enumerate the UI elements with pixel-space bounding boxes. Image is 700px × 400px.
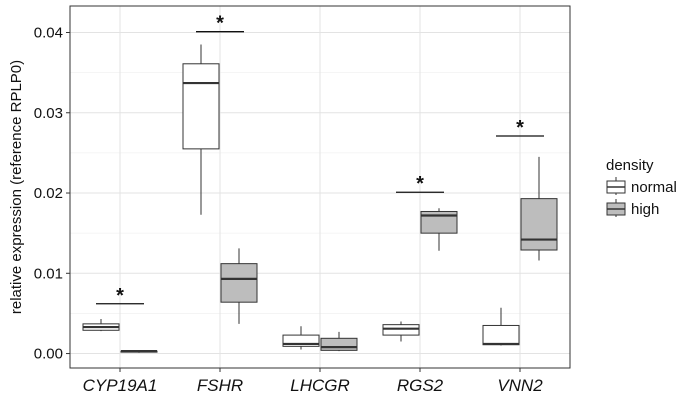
box-VNN2-normal [482,307,520,346]
box-FSHR-normal [182,44,220,215]
legend-label: normal [631,179,677,196]
y-axis: 0.00 0.01 0.02 0.03 0.04 [34,24,70,363]
significance-annotations: * * * * [96,13,544,307]
y-tick-label: 0.03 [34,105,63,122]
legend: density normal high [606,157,677,218]
legend-items: normal high [606,177,677,218]
box-body [282,334,320,347]
y-tick-label: 0.00 [34,346,63,363]
box-RGS2-normal [382,321,420,342]
x-tick-label: RGS2 [397,376,444,395]
significance-star: * [116,285,124,307]
significance-star: * [416,173,424,195]
box-VNN2-high [520,156,558,261]
box-CYP19A1-normal [82,319,120,332]
x-tick-label: VNN2 [497,376,543,395]
box-body [420,210,458,234]
legend-label: high [631,201,659,218]
box-LHCGR-normal [282,326,320,350]
box-RGS2-high [420,208,458,251]
box-body [382,324,420,336]
significance-star: * [216,13,224,35]
boxes [82,44,558,353]
legend-item-normal: normal [606,177,677,196]
x-axis: CYP19A1 FSHR LHCGR RGS2 VNN2 [83,368,543,395]
significance-star: * [516,117,524,139]
y-tick-label: 0.04 [34,24,63,41]
box-body [482,324,520,346]
box-body [220,263,258,303]
legend-title: density [606,157,654,174]
y-axis-title: relative expression (reference RPLP0) [8,60,25,314]
y-tick-label: 0.01 [34,265,63,282]
x-tick-label: LHCGR [290,376,350,395]
box-CYP19A1-high [120,350,158,353]
x-tick-label: CYP19A1 [83,376,158,395]
box-body [320,337,358,351]
y-tick-label: 0.02 [34,185,63,202]
gridlines [70,6,570,368]
box-body [182,63,220,150]
x-tick-label: FSHR [197,376,243,395]
box-FSHR-high [220,248,258,324]
box-LHCGR-high [320,331,358,352]
legend-item-high: high [606,199,659,218]
box-body [520,198,558,251]
